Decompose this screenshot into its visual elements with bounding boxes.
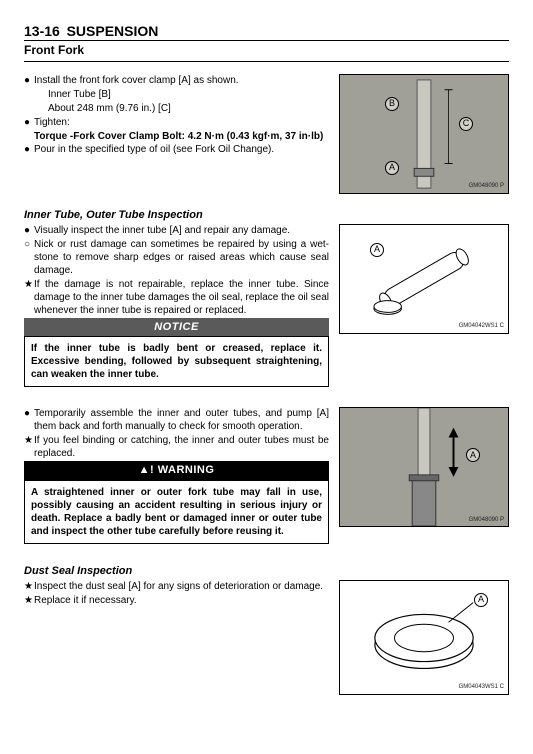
bullet-text: Inner Tube [B]	[48, 88, 329, 101]
bullet-item: ★If you feel binding or catching, the in…	[24, 434, 329, 460]
bullet-mark: ●	[24, 407, 34, 433]
figure-2-code: GM04042WS1 C	[459, 323, 504, 331]
bullet-mark: ●	[24, 143, 34, 156]
sub-header: Front Fork	[24, 43, 509, 62]
bullet-text: Nick or rust damage can sometimes be rep…	[34, 238, 329, 277]
chapter-title: SUSPENSION	[67, 23, 159, 39]
torque-spec: Torque - Fork Cover Clamp Bolt: 4.2 N·m …	[34, 130, 329, 143]
bullet-item: ★If the damage is not repairable, replac…	[24, 278, 329, 317]
bullet-item: ○Nick or rust damage can sometimes be re…	[24, 238, 329, 277]
figure-4-code: GM04043WS1 C	[459, 684, 504, 692]
block-4-text: ★Inspect the dust seal [A] for any signs…	[24, 580, 329, 695]
bullet-text: If the damage is not repairable, replace…	[34, 278, 329, 317]
bullet-item: ★Replace it if necessary.	[24, 594, 329, 607]
bullet-mark	[38, 102, 48, 115]
block-2-text: ●Visually inspect the inner tube [A] and…	[24, 224, 329, 393]
bullet-mark: ○	[24, 238, 34, 277]
figure-1-code: GM048090 P	[469, 183, 504, 191]
bullet-text: Install the front fork cover clamp [A] a…	[34, 74, 329, 87]
bullet-text: Visually inspect the inner tube [A] and …	[34, 224, 329, 237]
bullet-mark: ★	[24, 434, 34, 460]
warning-bar: ▲! WARNING	[24, 461, 329, 479]
figure-4-label-a: A	[474, 593, 488, 607]
block-1-figure-wrap: B C A GM048090 P	[339, 74, 509, 194]
block-2: ●Visually inspect the inner tube [A] and…	[24, 224, 509, 393]
figure-3-code: GM048090 P	[469, 517, 504, 525]
figure-3: A GM048090 P	[339, 407, 509, 527]
bullet-text: Tighten:	[34, 116, 329, 129]
block-2-figure-wrap: A GM04042WS1 C	[339, 224, 509, 393]
figure-4: A GM04043WS1 C	[339, 580, 509, 695]
bullet-item: Inner Tube [B]	[38, 88, 329, 101]
bullet-text: Temporarily assemble the inner and outer…	[34, 407, 329, 433]
bullet-mark	[38, 88, 48, 101]
bullet-mark: ●	[24, 74, 34, 87]
bullet-item: About 248 mm (9.76 in.) [C]	[38, 102, 329, 115]
figure-1: B C A GM048090 P	[339, 74, 509, 194]
block-4-figure-wrap: A GM04043WS1 C	[339, 580, 509, 695]
warning-box: A straightened inner or outer fork tube …	[24, 480, 329, 544]
bullet-item: ●Temporarily assemble the inner and oute…	[24, 407, 329, 433]
block-3-figure-wrap: A GM048090 P	[339, 407, 509, 549]
heading-inner-outer: Inner Tube, Outer Tube Inspection	[24, 208, 509, 222]
torque-label: Torque -	[34, 130, 73, 143]
page-header: 13-16 SUSPENSION	[24, 22, 509, 41]
bullet-text: About 248 mm (9.76 in.) [C]	[48, 102, 329, 115]
figure-1-label-a: A	[385, 161, 399, 175]
page-number: 13-16	[24, 23, 60, 39]
bullet-text: Replace it if necessary.	[34, 594, 329, 607]
figure-2: A GM04042WS1 C	[339, 224, 509, 334]
bullet-item: ●Tighten:	[24, 116, 329, 129]
bullet-item: ●Pour in the specified type of oil (see …	[24, 143, 329, 156]
bullet-mark: ●	[24, 116, 34, 129]
notice-box: If the inner tube is badly bent or creas…	[24, 336, 329, 387]
bullet-text: Inspect the dust seal [A] for any signs …	[34, 580, 329, 593]
warning-title: WARNING	[158, 464, 215, 476]
bullet-mark: ★	[24, 580, 34, 593]
figure-1-label-b: B	[385, 97, 399, 111]
block-3-text: ●Temporarily assemble the inner and oute…	[24, 407, 329, 549]
heading-dust-seal: Dust Seal Inspection	[24, 564, 509, 578]
torque-value: Fork Cover Clamp Bolt: 4.2 N·m (0.43 kgf…	[73, 130, 329, 143]
notice-bar: NOTICE	[24, 318, 329, 336]
block-3: ●Temporarily assemble the inner and oute…	[24, 407, 509, 549]
bullet-item: ★Inspect the dust seal [A] for any signs…	[24, 580, 329, 593]
bullet-text: If you feel binding or catching, the inn…	[34, 434, 329, 460]
bullet-mark: ★	[24, 278, 34, 317]
bullet-mark: ★	[24, 594, 34, 607]
warning-icon: ▲	[139, 464, 150, 476]
bullet-mark: ●	[24, 224, 34, 237]
bullet-text: Pour in the specified type of oil (see F…	[34, 143, 329, 156]
block-1-text: ●Install the front fork cover clamp [A] …	[24, 74, 329, 194]
bullet-item: ●Install the front fork cover clamp [A] …	[24, 74, 329, 87]
figure-2-label-a: A	[370, 243, 384, 257]
figure-1-label-c: C	[459, 117, 473, 131]
section-title: Front Fork	[24, 43, 84, 57]
bullet-item: ●Visually inspect the inner tube [A] and…	[24, 224, 329, 237]
block-4: ★Inspect the dust seal [A] for any signs…	[24, 580, 509, 695]
block-1: ●Install the front fork cover clamp [A] …	[24, 74, 509, 194]
